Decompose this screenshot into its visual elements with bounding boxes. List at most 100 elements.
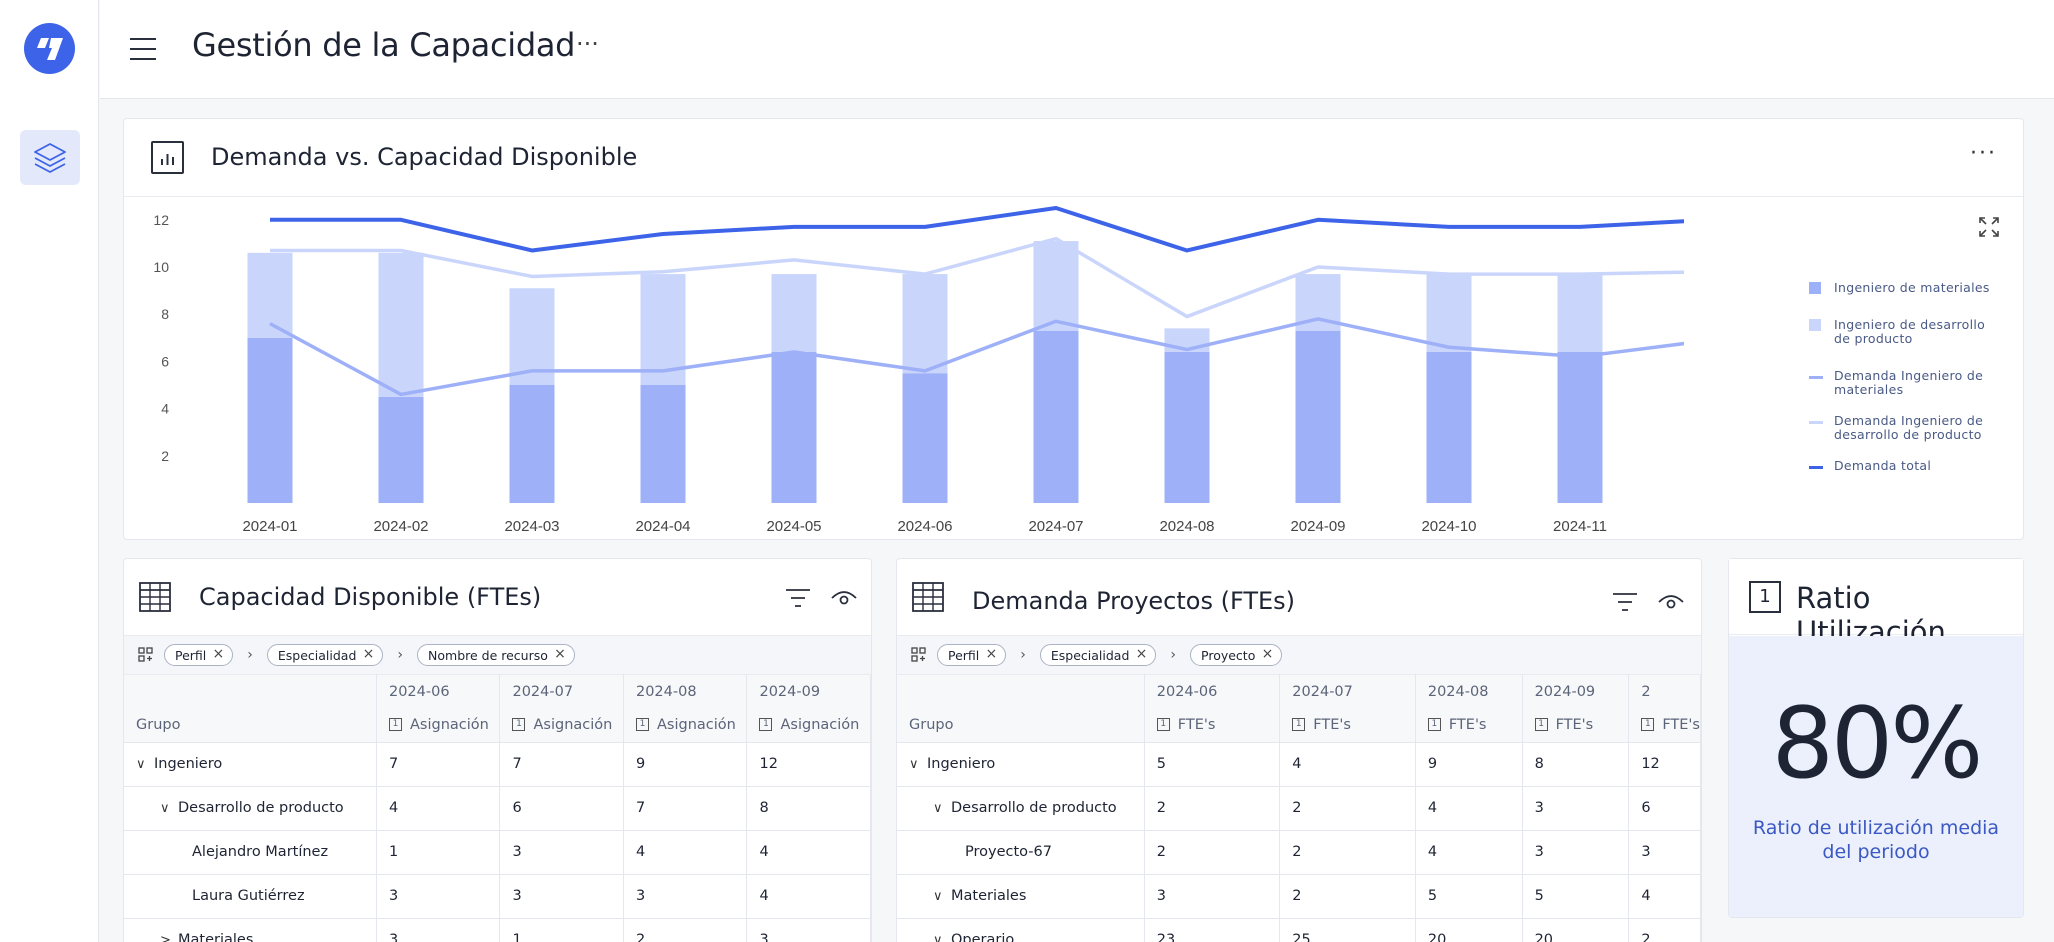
column-metric-header[interactable]: 1 Asignación [746,708,871,743]
table-cell: 1 [376,830,501,875]
table-row[interactable]: ∨ Desarrollo de producto 4 6 7 8 [124,786,871,831]
table-row[interactable]: ∨ Materiales 3 2 5 5 4 [897,874,1701,919]
table-cell: 5 [1144,742,1281,787]
column-month-header[interactable]: 2024-07 [499,675,624,708]
table-row[interactable]: > Materiales 3 1 2 3 [124,918,871,942]
legend-item[interactable]: Ingeniero de materiales [1809,281,1994,295]
chevron-right-icon[interactable]: > [160,933,171,942]
legend-item[interactable]: Demanda Ingeniero de materiales [1809,369,1994,397]
legend-item[interactable]: Demanda Ingeniero de desarrollo de produ… [1809,414,1994,442]
column-metric-header[interactable]: 1 Asignación [499,708,624,743]
column-month-header[interactable]: 2024-09 [746,675,871,708]
table-row[interactable]: Proyecto-67 2 2 4 3 3 [897,830,1701,875]
number-icon: 1 [1749,581,1781,613]
table-cell: 4 [376,786,501,831]
group-by-icon[interactable] [138,647,154,663]
app-logo[interactable] [24,23,75,74]
chevron-down-icon[interactable]: ∨ [160,801,170,816]
bar-materiales-2024-01 [247,337,293,503]
filter-icon[interactable] [785,587,811,609]
legend-item[interactable]: Ingeniero de desarrollo de producto [1809,318,1994,346]
menu-icon[interactable] [130,38,156,60]
table-cell: 3 [499,830,624,875]
column-metric-header[interactable]: 1 FTE's [1144,708,1281,743]
chart-more-button[interactable]: ··· [1970,141,1997,166]
bar-desarrollo-2024-03 [509,288,555,385]
chevron-down-icon[interactable]: ∨ [933,933,943,942]
page-more-button[interactable]: ··· [576,30,599,58]
column-metric-header[interactable]: 1 FTE's [1279,708,1416,743]
table-cell: 9 [1415,742,1523,787]
chevron-right-icon: › [1020,647,1026,663]
row-group-label[interactable]: ∨ Operario [897,918,1145,942]
close-icon[interactable]: × [1261,646,1274,662]
filter-icon[interactable] [1612,591,1638,613]
sidebar [0,0,99,942]
row-group-label[interactable]: ∨ Ingeniero [124,742,377,787]
group-chip[interactable]: Nombre de recurso × [417,644,575,666]
ratio-description: Ratio de utilización media del periodo [1752,817,2000,863]
close-icon[interactable]: × [985,646,998,662]
column-month-header[interactable]: 2024-08 [1415,675,1523,708]
column-month-header[interactable]: 2024-08 [623,675,748,708]
number-icon: 1 [1534,718,1548,732]
close-icon[interactable]: × [1135,646,1148,662]
column-metric-header[interactable]: 1 Asignación [623,708,748,743]
y-tick-label: 10 [153,259,169,275]
chevron-down-icon[interactable]: ∨ [136,757,146,772]
row-group-label[interactable]: ∨ Desarrollo de producto [897,786,1145,831]
eye-icon[interactable] [1658,593,1684,611]
capacity-grouping-chips: Perfil × › Especialidad × › Nombre de recurso × [124,635,871,675]
sidebar-item-layers[interactable] [20,130,80,185]
table-cell: 25 [1279,918,1416,942]
row-group-label[interactable]: > Materiales [124,918,377,942]
ratio-body: 80% Ratio de utilización media del perio… [1729,636,2023,917]
column-month-header[interactable]: 2 [1628,675,1701,708]
row-group-label[interactable]: ∨ Ingeniero [897,742,1145,787]
line-series-4 [270,206,1684,253]
chevron-down-icon[interactable]: ∨ [933,801,943,816]
close-icon[interactable]: × [362,646,375,662]
column-month-header[interactable]: 2024-06 [1144,675,1281,708]
table-cell: 7 [376,742,501,787]
column-month-header[interactable]: 2024-07 [1279,675,1416,708]
column-metric-header[interactable]: 1 FTE's [1628,708,1701,743]
column-metric-header[interactable]: 1 FTE's [1522,708,1630,743]
table-row[interactable]: ∨ Operario 23 25 20 20 2 [897,918,1701,942]
chevron-down-icon[interactable]: ∨ [933,889,943,904]
column-metric-header[interactable]: 1 FTE's [1415,708,1523,743]
row-group-label[interactable]: ∨ Desarrollo de producto [124,786,377,831]
table-cell: 12 [746,742,871,787]
row-group-label[interactable]: Proyecto-67 [897,830,1145,875]
table-row[interactable]: Laura Gutiérrez 3 3 3 4 [124,874,871,919]
column-month-header[interactable]: 2024-09 [1522,675,1630,708]
group-chip[interactable]: Proyecto × [1190,644,1283,666]
column-month-header[interactable]: 2024-06 [376,675,501,708]
table-row[interactable]: ∨ Ingeniero 7 7 9 12 [124,742,871,787]
bar-materiales-2024-04 [640,385,686,503]
table-cell: 3 [1628,830,1701,875]
legend-item[interactable]: Demanda total [1809,459,1994,473]
table-cell: 2 [623,918,748,942]
group-chip[interactable]: Especialidad × [266,644,384,666]
group-chip[interactable]: Especialidad × [1039,644,1157,666]
group-by-icon[interactable] [911,647,927,663]
eye-icon[interactable] [831,589,857,607]
row-group-label[interactable]: Alejandro Martínez [124,830,377,875]
group-chip[interactable]: Perfil × [164,644,234,666]
row-group-label[interactable]: ∨ Materiales [897,874,1145,919]
expand-icon[interactable] [1977,215,2001,239]
table-row[interactable]: ∨ Ingeniero 5 4 9 8 12 [897,742,1701,787]
column-metric-header[interactable]: 1 Asignación [376,708,501,743]
close-icon[interactable]: × [212,646,225,662]
table-row[interactable]: ∨ Desarrollo de producto 2 2 4 3 6 [897,786,1701,831]
header-blank [124,675,377,708]
row-group-label[interactable]: Laura Gutiérrez [124,874,377,919]
table-row[interactable]: Alejandro Martínez 1 3 4 4 [124,830,871,875]
close-icon[interactable]: × [554,646,566,662]
chevron-down-icon[interactable]: ∨ [909,757,919,772]
group-chip[interactable]: Perfil × [937,644,1007,666]
y-tick-label: 6 [161,353,169,369]
page-title: Gestión de la Capacidad [192,26,576,64]
y-tick-label: 2 [161,448,169,464]
